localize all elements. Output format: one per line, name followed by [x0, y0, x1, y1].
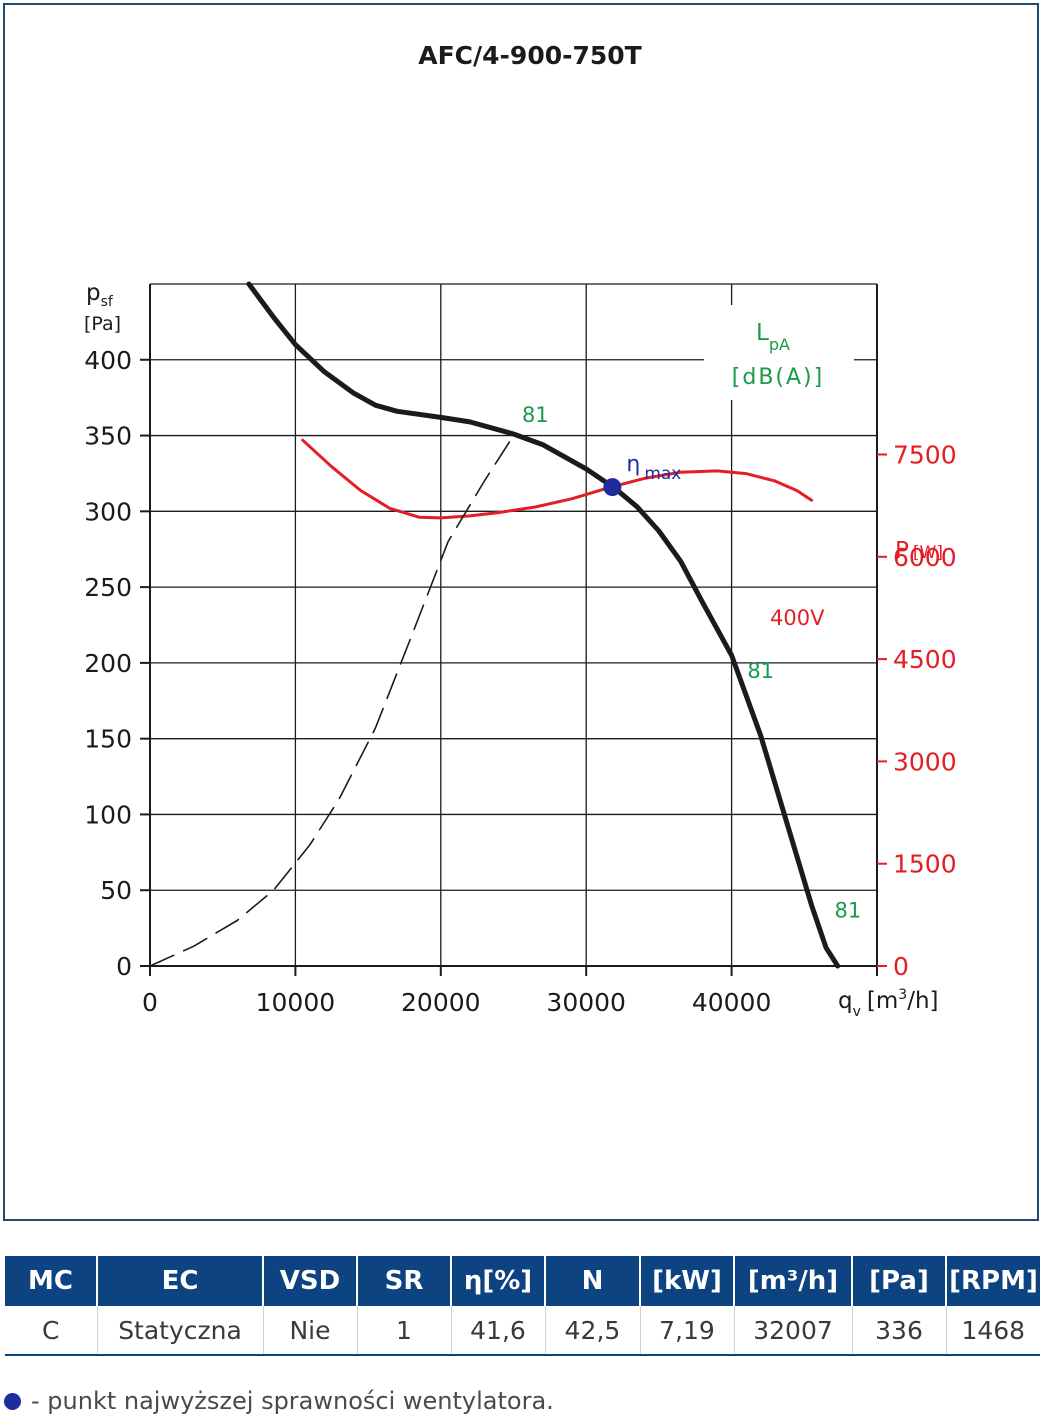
- table-header: N: [545, 1256, 641, 1306]
- y-axis-label: psf: [86, 280, 114, 310]
- table-cell: 1: [357, 1306, 452, 1356]
- y2-tick-label: 6000: [893, 543, 957, 572]
- x-tick-label: 10000: [256, 988, 336, 1017]
- y2-tick-label: 0: [893, 952, 909, 981]
- eta-max-marker-icon: [4, 1392, 21, 1410]
- y-tick-label: 400: [84, 346, 132, 375]
- chart-frame: [3, 3, 1039, 1221]
- table-cell: 32007: [734, 1306, 853, 1356]
- y-tick-label: 100: [84, 800, 132, 829]
- y2-tick-label: 3000: [893, 747, 957, 776]
- table-cell: 1468: [946, 1306, 1040, 1356]
- table-header: MC: [5, 1256, 98, 1306]
- y-tick-label: 200: [84, 649, 132, 678]
- eta-max-symbol: η: [626, 452, 640, 477]
- eta-max-point: [603, 478, 622, 497]
- table-cell: 42,5: [545, 1306, 641, 1356]
- x-axis-unit: [m: [867, 988, 898, 1014]
- table-header: [kW]: [640, 1256, 735, 1306]
- x-axis-label-sub: v: [853, 1004, 861, 1020]
- series-line-400v: [301, 438, 814, 520]
- x-axis-unit-exp: 3: [898, 987, 907, 1003]
- noise-axis-label-sub: pA: [769, 335, 790, 354]
- x-axis-label: qv [m3/h]: [838, 987, 939, 1020]
- axis-labels: psf [Pa] qv [m3/h] P [W] LpA [dB(A)]: [84, 280, 943, 1020]
- x-tick-label: 40000: [692, 988, 772, 1017]
- table-cell: 41,6: [451, 1306, 546, 1356]
- y-tick-label: 250: [84, 573, 132, 602]
- noise-value-label: 81: [835, 899, 862, 923]
- noise-value-label: 81: [747, 659, 774, 683]
- noise-label-background: [704, 305, 854, 400]
- chart-title: AFC/4-900-750T: [418, 41, 641, 70]
- table-header: [Pa]: [852, 1256, 947, 1306]
- eta-max-sub: max: [644, 464, 681, 484]
- y-axis-label-main: p: [86, 280, 101, 306]
- y2-tick-label: 1500: [893, 850, 957, 879]
- y2-axis-label: P [W]: [895, 538, 943, 564]
- spec-table: MC EC VSD SR η[%] N [kW] [m³/h] [Pa] [RP…: [5, 1256, 1040, 1356]
- y-tick-label: 50: [100, 876, 132, 905]
- table-header: [RPM]: [946, 1256, 1040, 1306]
- noise-axis-label-main: L: [756, 320, 769, 346]
- axes: [140, 284, 887, 976]
- table-cell: Statyczna: [97, 1306, 264, 1356]
- y-tick-label: 350: [84, 422, 132, 451]
- fan-performance-chart: AFC/4-900-750T 0501001502002503003504000…: [84, 41, 957, 1020]
- table-header: EC: [97, 1256, 264, 1306]
- noise-axis-label: LpA: [756, 320, 790, 354]
- table-row: C Statyczna Nie 1 41,6 42,5 7,19 32007 3…: [5, 1306, 1040, 1356]
- eta-max-label: η max: [626, 452, 681, 484]
- series-line-psf: [246, 281, 841, 969]
- table-cell: 7,19: [640, 1306, 735, 1356]
- annotations: 400V 81 81 81 η max: [522, 403, 861, 923]
- y-tick-label: 0: [116, 952, 132, 981]
- table-cell: C: [5, 1306, 98, 1356]
- grid-lines: [150, 283, 877, 966]
- power-curve-label: 400V: [770, 606, 825, 630]
- x-axis-label-main: q: [838, 988, 853, 1014]
- table-header-row: MC EC VSD SR η[%] N [kW] [m³/h] [Pa] [RP…: [5, 1256, 1040, 1306]
- y2-axis-label-main: P: [895, 538, 909, 564]
- y2-tick-label: 7500: [893, 441, 957, 470]
- table-header: η[%]: [451, 1256, 546, 1306]
- x-tick-label: 0: [142, 988, 158, 1017]
- y-axis-label-sub: sf: [101, 294, 114, 310]
- table-header: VSD: [263, 1256, 358, 1306]
- legend-text: - punkt najwyższej sprawności wentylator…: [31, 1387, 554, 1415]
- y-axis-unit: [Pa]: [84, 313, 121, 335]
- noise-value-label: 81: [522, 403, 549, 427]
- x-tick-label: 20000: [401, 988, 481, 1017]
- table-cell: Nie: [263, 1306, 358, 1356]
- table-header: [m³/h]: [734, 1256, 853, 1306]
- series: [149, 281, 841, 969]
- y2-tick-label: 4500: [893, 645, 957, 674]
- legend: - punkt najwyższej sprawności wentylator…: [4, 1386, 554, 1416]
- x-axis-unit-end: /h]: [907, 988, 938, 1014]
- series-line-81: [149, 434, 515, 967]
- y-tick-label: 150: [84, 725, 132, 754]
- noise-axis-unit: [dB(A)]: [732, 365, 824, 390]
- x-tick-label: 30000: [546, 988, 626, 1017]
- table-header: SR: [357, 1256, 452, 1306]
- y-tick-label: 300: [84, 497, 132, 526]
- y2-axis-unit: [W]: [913, 543, 943, 563]
- table-cell: 336: [852, 1306, 947, 1356]
